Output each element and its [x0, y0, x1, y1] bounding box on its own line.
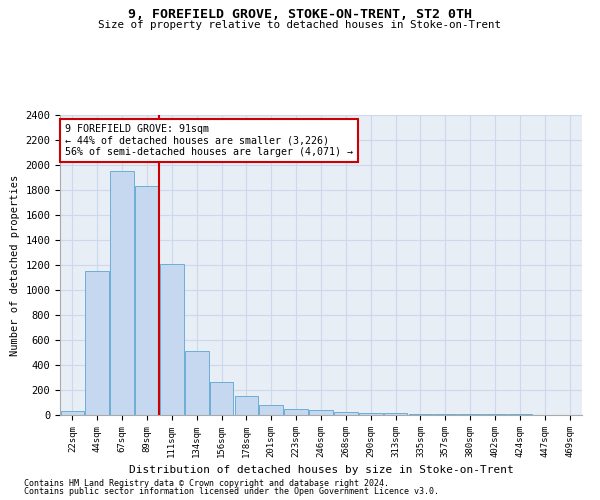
Bar	[359, 412, 383, 415]
Bar	[483, 414, 507, 415]
Bar	[135, 186, 159, 415]
Bar	[210, 382, 233, 415]
Text: 9, FOREFIELD GROVE, STOKE-ON-TRENT, ST2 0TH: 9, FOREFIELD GROVE, STOKE-ON-TRENT, ST2 …	[128, 8, 472, 20]
Bar	[508, 414, 532, 415]
Bar	[334, 412, 358, 415]
Text: Contains public sector information licensed under the Open Government Licence v3: Contains public sector information licen…	[24, 487, 439, 496]
Bar	[284, 409, 308, 415]
Bar	[185, 351, 209, 415]
Text: 9 FOREFIELD GROVE: 91sqm
← 44% of detached houses are smaller (3,226)
56% of sem: 9 FOREFIELD GROVE: 91sqm ← 44% of detach…	[65, 124, 353, 157]
Bar	[85, 271, 109, 415]
Bar	[61, 411, 84, 415]
Bar	[458, 414, 482, 415]
Bar	[259, 405, 283, 415]
Bar	[160, 264, 184, 415]
Bar	[384, 413, 407, 415]
Bar	[409, 414, 432, 415]
Bar	[433, 414, 457, 415]
Text: Contains HM Land Registry data © Crown copyright and database right 2024.: Contains HM Land Registry data © Crown c…	[24, 478, 389, 488]
Bar	[309, 410, 333, 415]
Y-axis label: Number of detached properties: Number of detached properties	[10, 174, 20, 356]
Bar	[110, 171, 134, 415]
Text: Size of property relative to detached houses in Stoke-on-Trent: Size of property relative to detached ho…	[98, 20, 502, 30]
X-axis label: Distribution of detached houses by size in Stoke-on-Trent: Distribution of detached houses by size …	[128, 466, 514, 475]
Bar	[235, 396, 258, 415]
